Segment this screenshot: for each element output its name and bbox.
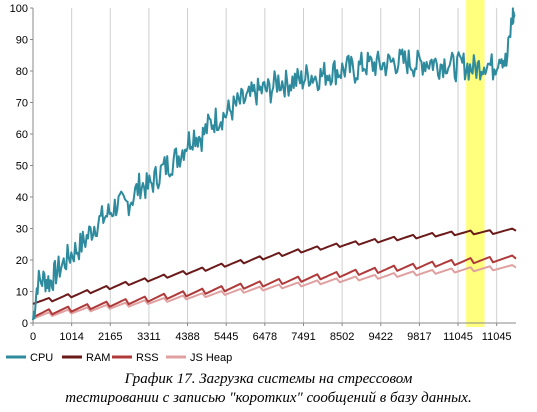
y-tick-label: 40 xyxy=(16,192,28,204)
axes xyxy=(32,8,516,324)
y-tick-label: 80 xyxy=(16,66,28,78)
caption-line-1: График 17. Загрузка системы на стрессово… xyxy=(124,371,413,387)
x-tick-label: 1014 xyxy=(59,331,83,343)
y-tick-label: 10 xyxy=(16,287,28,299)
x-tick-label: 3311 xyxy=(137,331,161,343)
y-tick-label: 20 xyxy=(16,255,28,267)
x-tick-label: 0 xyxy=(30,331,36,343)
x-tick-label: 2165 xyxy=(98,331,122,343)
x-tick-label: 7491 xyxy=(291,331,315,343)
caption-line-2: тестировании с записью "коротких" сообще… xyxy=(65,390,472,406)
y-tick-label: 90 xyxy=(16,35,28,47)
x-tick-label: 5445 xyxy=(214,331,238,343)
y-axis-ticks: 0 10 20 30 40 50 60 70 80 90 100 xyxy=(10,3,33,330)
series-lines xyxy=(32,7,517,321)
legend-label-rss: RSS xyxy=(136,352,159,364)
highlight-rect xyxy=(466,0,485,327)
series-line-ram xyxy=(32,227,517,305)
y-tick-label: 30 xyxy=(16,224,28,236)
x-axis-ticks: 0 1014 2165 3311 4388 5445 6478 7491 8502 9422 981… xyxy=(30,323,512,343)
y-tick-label: 100 xyxy=(10,3,28,15)
figure-caption: График 17. Загрузка системы на стрессово… xyxy=(0,370,537,408)
legend: CPU RAM RSS JS Heap xyxy=(6,352,232,364)
series-line-cpu xyxy=(32,7,516,321)
series-line-rss xyxy=(32,254,517,319)
highlight-band xyxy=(466,0,485,327)
legend-label-cpu: CPU xyxy=(30,352,53,364)
x-tick-label: 6478 xyxy=(253,331,277,343)
x-tick-label: 4388 xyxy=(175,331,199,343)
legend-label-js-heap: JS Heap xyxy=(190,352,232,364)
x-tick-label: 9422 xyxy=(369,331,393,343)
x-tick-label: 9817 xyxy=(407,331,431,343)
load-chart: 0 10 20 30 40 50 60 70 80 90 100 0 1014 2165 3311 4388… xyxy=(6,0,517,364)
x-tick-label: 11045 xyxy=(443,331,473,343)
x-tick-label: 11045 xyxy=(482,331,512,343)
y-tick-label: 0 xyxy=(22,318,28,330)
grid-lines xyxy=(32,8,498,323)
y-tick-label: 60 xyxy=(16,129,28,141)
legend-label-ram: RAM xyxy=(86,352,110,364)
y-tick-label: 50 xyxy=(16,161,28,173)
y-tick-label: 70 xyxy=(16,98,28,110)
x-tick-label: 8502 xyxy=(330,331,354,343)
series-line-js-heap xyxy=(32,264,517,320)
